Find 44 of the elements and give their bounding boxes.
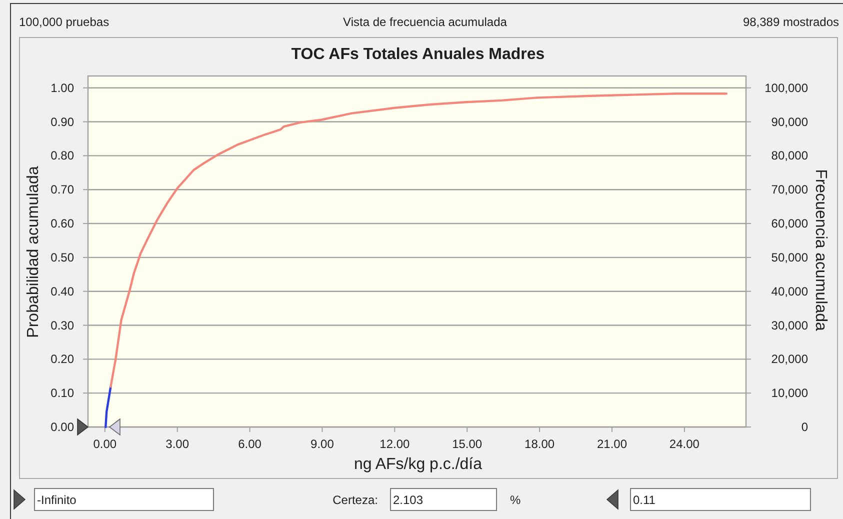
line-series (110, 92, 728, 388)
y-tick-label: 0.50 (50, 250, 74, 264)
y-tick-label: 0.80 (50, 148, 74, 163)
y2-tick-label: 90,000 (771, 114, 808, 129)
text: 2.103 (393, 493, 424, 507)
x-tick-label: 9.00 (310, 437, 334, 451)
y2-tick-label: 40,000 (771, 284, 808, 298)
y2-tick-label: 30,000 (771, 318, 808, 332)
y2-axis-title: Frecuencia acumulada (812, 169, 829, 332)
text: % (510, 493, 521, 507)
y-tick-label: 0.70 (50, 182, 74, 197)
text: 0.11 (633, 493, 656, 507)
y-tick-label: 0.60 (50, 216, 74, 231)
y-tick-label: 0.30 (50, 318, 74, 332)
x-tick-label: 3.00 (166, 437, 190, 451)
y2-tick-label: 20,000 (771, 352, 808, 366)
text: 98,389 mostrados (742, 15, 839, 29)
x-tick-label: 24.00 (669, 437, 700, 451)
y2-tick-label: 80,000 (771, 148, 808, 163)
x-tick-label: 6.00 (238, 437, 262, 451)
y-tick-label: 0.20 (50, 352, 74, 366)
y2-tick-label: 70,000 (771, 182, 808, 197)
y-tick-label: 0.10 (50, 386, 74, 400)
y-tick-label: 1.00 (50, 80, 74, 95)
y2-tick-label: 0 (801, 420, 808, 434)
text: Vista de frecuencia acumulada (343, 15, 508, 29)
text: -Infinito (37, 493, 77, 507)
x-tick-label: 15.00 (452, 437, 482, 451)
x-tick-label: 12.00 (380, 437, 410, 451)
chart-title: TOC AFs Totales Anuales Madres (291, 46, 545, 63)
x-tick-label: 21.00 (596, 437, 628, 451)
text: 100,000 pruebas (19, 15, 110, 29)
y-tick-label: 0.40 (50, 284, 74, 298)
y-axis-title: Probabilidad acumulada (25, 166, 42, 338)
y2-tick-label: 60,000 (771, 216, 808, 231)
y2-tick-label: 100,000 (764, 80, 808, 95)
x-tick-label: 0.00 (93, 437, 117, 451)
x-tick-label: 18.00 (524, 437, 555, 451)
text: Certeza: (332, 493, 378, 507)
y-tick-label: 0.00 (50, 420, 74, 434)
y2-tick-label: 50,000 (771, 250, 808, 264)
y2-tick-label: 10,000 (771, 386, 808, 400)
x-axis-title: ng AFs/kg p.c./día (354, 456, 482, 473)
y-tick-label: 0.90 (50, 114, 74, 129)
